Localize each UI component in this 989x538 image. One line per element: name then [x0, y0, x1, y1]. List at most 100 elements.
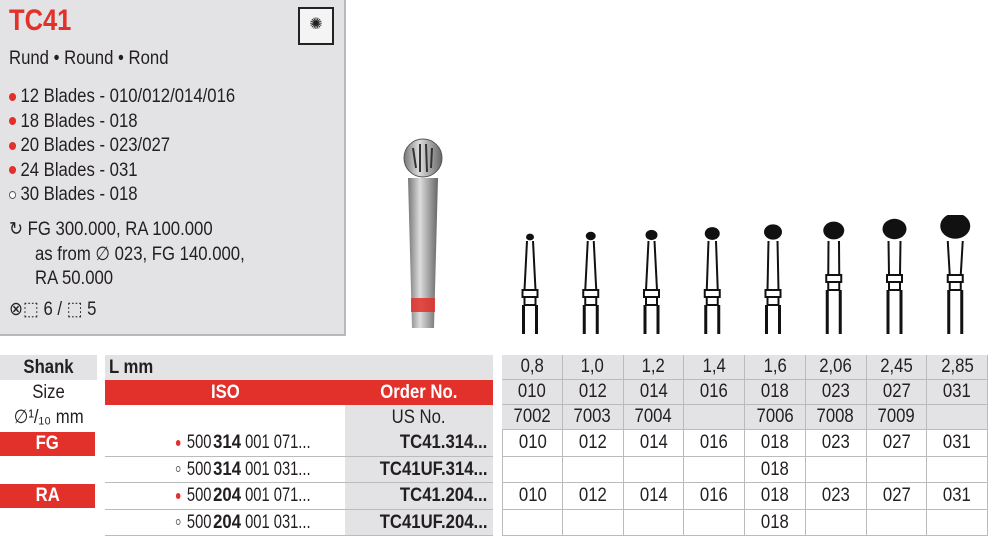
order-number[interactable]: TC41.204...: [345, 483, 493, 510]
bur-drawing: [521, 233, 539, 334]
size-availability-cell: 018: [745, 457, 806, 483]
size-availability-cell: 012: [562, 483, 624, 510]
us-numbers-cell: [684, 405, 745, 430]
us-numbers-cell: 7008: [805, 405, 867, 430]
iso-number: 500 314 001 071...: [105, 430, 345, 457]
shank-header: Shank: [0, 355, 97, 380]
box-icon: ⬚: [23, 299, 39, 320]
lengths-cell: 0,8: [502, 355, 563, 380]
order-number[interactable]: TC41.314...: [345, 430, 493, 457]
us-numbers-cell: 7004: [623, 405, 685, 430]
us-numbers-cell: 7009: [866, 405, 928, 430]
speed-line-1: ↻ FG 300.000, RA 100.000: [9, 219, 213, 240]
iso-header: ISO: [105, 380, 345, 405]
size-label: Size: [32, 381, 65, 403]
product-info-panel: TC41 ✺ Rund • Round • Rond 12 Blades - 0…: [0, 0, 346, 336]
sizes-cell: 023: [805, 380, 867, 405]
size-availability-cell: 014: [623, 483, 685, 510]
order-number[interactable]: TC41UF.204...: [345, 510, 493, 536]
size-availability-cell: [623, 510, 685, 536]
blade-spec: 12 Blades - 010/012/014/016: [9, 86, 235, 108]
lengths-cell: 2,45: [866, 355, 928, 380]
l-mm-header: L mm: [105, 355, 493, 380]
sizes-cell: 016: [684, 380, 745, 405]
rotation-icon: ↻: [9, 219, 24, 240]
bur-drawing: [643, 229, 660, 334]
size-availability-cell: [927, 457, 988, 483]
size-availability-cell: [502, 457, 563, 483]
order-number[interactable]: TC41UF.314...: [345, 457, 493, 483]
size-availability-cell: 023: [805, 483, 867, 510]
shank-fg: FG: [0, 432, 95, 456]
shank-ra: RA: [0, 484, 95, 508]
size-availability-cell: [805, 510, 867, 536]
size-availability-cell: 014: [623, 430, 685, 457]
size-availability-cell: [866, 457, 928, 483]
filled-dot-icon: [9, 166, 17, 175]
diameter-label: ∅¹/₁₀ mm: [13, 407, 84, 428]
us-numbers-cell: 7002: [502, 405, 563, 430]
sizes-cell: 031: [927, 380, 988, 405]
open-dot-icon: [9, 190, 17, 199]
iso-number: 500 204 001 071...: [105, 483, 345, 510]
bur-drawing: [582, 231, 600, 334]
lengths-cell: 1,0: [562, 355, 624, 380]
size-availability-cell: [562, 457, 624, 483]
size-availability-cell: [502, 510, 563, 536]
size-availability-cell: 010: [502, 483, 563, 510]
us-numbers-cell: 7006: [745, 405, 806, 430]
size-availability-cell: 027: [866, 483, 928, 510]
sizes-cell: 027: [866, 380, 928, 405]
size-availability-cell: [684, 457, 745, 483]
lengths-cell: 1,4: [684, 355, 745, 380]
size-availability-cell: [927, 510, 988, 536]
size-availability-cell: 012: [562, 430, 624, 457]
size-availability-cell: 016: [684, 430, 745, 457]
size-availability-cell: 010: [502, 430, 563, 457]
iso-number: 500 204 001 031...: [105, 510, 345, 536]
size-availability-cell: 018: [745, 430, 806, 457]
us-numbers-cell: [927, 405, 988, 430]
size-availability-cell: 016: [684, 483, 745, 510]
open-dot-icon: [175, 466, 181, 473]
shape-names: Rund • Round • Rond: [9, 48, 169, 69]
speed-line-3: RA 50.000: [35, 268, 114, 289]
sizes-cell: 010: [502, 380, 563, 405]
lengths-cell: 1,6: [745, 355, 806, 380]
product-title: TC41: [9, 4, 72, 37]
size-availability-cell: 031: [927, 430, 988, 457]
bur-drawing: [764, 224, 782, 334]
filled-dot-icon: [175, 439, 181, 446]
blade-spec: 20 Blades - 023/027: [9, 135, 170, 157]
blade-spec: 24 Blades - 031: [9, 160, 138, 182]
size-availability-cell: [805, 457, 867, 483]
size-availability-cell: 018: [745, 510, 806, 536]
size-availability-cell: 018: [745, 483, 806, 510]
size-availability-cell: [684, 510, 745, 536]
filled-dot-icon: [9, 141, 17, 150]
bur-drawing: [823, 221, 845, 334]
blade-spec: 18 Blades - 018: [9, 111, 138, 133]
lengths-cell: 1,2: [623, 355, 685, 380]
us-numbers-cell: 7003: [562, 405, 624, 430]
open-dot-icon: [175, 519, 181, 526]
order-no-header: Order No.: [345, 380, 493, 405]
bur-drawing: [940, 215, 971, 334]
size-availability-cell: 023: [805, 430, 867, 457]
bur-drawing: [703, 227, 721, 334]
size-availability-cell: 027: [866, 430, 928, 457]
lengths-cell: 2,06: [805, 355, 867, 380]
bur-drawing: [882, 218, 907, 334]
size-availability-cell: 031: [927, 483, 988, 510]
sizes-cell: 012: [562, 380, 624, 405]
blade-spec: 30 Blades - 018: [9, 184, 138, 206]
filled-dot-icon: [9, 92, 17, 101]
lengths-cell: 2,85: [927, 355, 988, 380]
speed-line-2: as from ∅ 023, FG 140.000,: [35, 244, 245, 265]
us-no-header: US No.: [345, 405, 493, 430]
bur-size-drawings: [521, 215, 971, 334]
size-availability-cell: [562, 510, 624, 536]
sterile-x-icon: ⊗: [9, 299, 24, 320]
round-bur-symbol-icon: ✺: [298, 7, 334, 45]
filled-dot-icon: [9, 117, 17, 126]
